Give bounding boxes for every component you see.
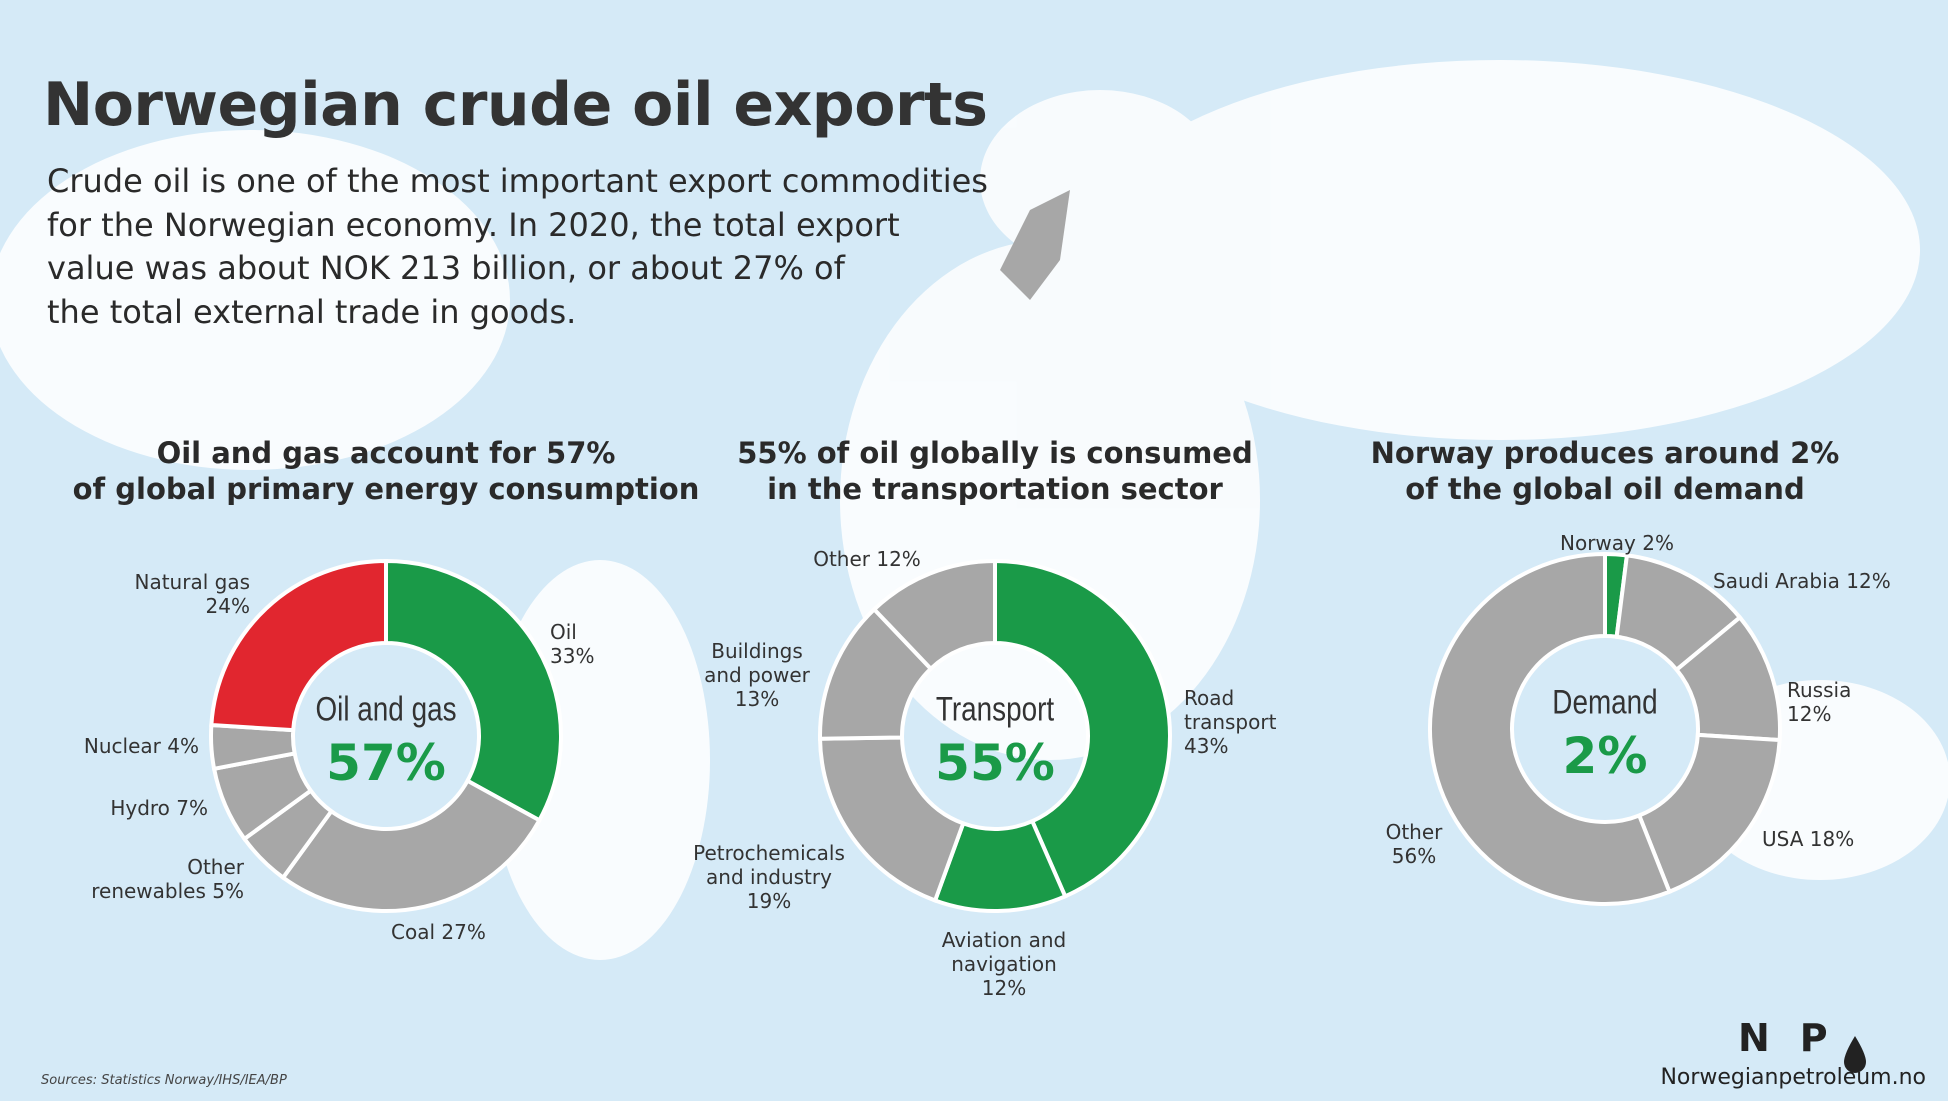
segment-value: 13% xyxy=(734,687,780,711)
segment-name: Nuclear xyxy=(83,734,161,758)
donut-segment xyxy=(209,558,388,733)
segment-value: 4% xyxy=(167,734,199,758)
center-label: Demand xyxy=(1552,683,1658,722)
segment-label: Russia 12% xyxy=(1787,678,1851,726)
chart-title: of the global oil demand xyxy=(1405,472,1805,506)
segment-value: 33% xyxy=(550,644,595,668)
segment-value: 2% xyxy=(1642,531,1674,555)
segment-name: Aviation and navigation xyxy=(941,928,1067,976)
segment-label: Aviation and navigation 12% xyxy=(939,928,1069,1000)
segment-name: Oil xyxy=(550,620,577,644)
segment-name: Road transport xyxy=(1184,686,1277,734)
donut-segment xyxy=(280,778,543,913)
segment-name: Other renewables xyxy=(91,855,244,903)
segment-label: USA 18% xyxy=(1762,827,1854,851)
segment-value: 12% xyxy=(981,976,1027,1000)
center-label: Oil and gas xyxy=(315,690,457,729)
segment-label: Oil 33% xyxy=(550,620,610,668)
donut-segment xyxy=(384,558,563,824)
segment-label: Other 12% xyxy=(813,547,921,571)
segment-name: USA xyxy=(1762,827,1804,851)
segment-name: Norway xyxy=(1560,531,1636,555)
segment-name: Hydro xyxy=(110,796,170,820)
segment-value: 12% xyxy=(876,547,921,571)
segment-label: Petrochemicals and industry 19% xyxy=(684,841,854,913)
segment-label: Coal 27% xyxy=(391,920,486,944)
logo: NP xyxy=(1738,1016,1858,1060)
segment-label: Other 56% xyxy=(1386,820,1443,868)
intro-line: Crude oil is one of the most important e… xyxy=(47,162,988,200)
norway-highlight xyxy=(1000,190,1070,300)
segment-label: Natural gas 24% xyxy=(120,570,251,618)
chart-title: in the transportation sector xyxy=(767,472,1223,506)
intro-line: value was about NOK 213 billion, or abou… xyxy=(47,249,845,287)
segment-value: 24% xyxy=(205,594,250,618)
intro-line: for the Norwegian economy. In 2020, the … xyxy=(47,206,900,244)
segment-value: 18% xyxy=(1809,827,1855,851)
chart-title: Norway produces around 2% xyxy=(1370,436,1840,470)
chart-title: 55% of oil globally is consumed xyxy=(737,436,1253,470)
segment-value: 43% xyxy=(1184,734,1229,758)
center-value: 57% xyxy=(326,734,446,792)
segment-label: Buildings and power 13% xyxy=(697,639,817,711)
segment-name: Other xyxy=(1385,820,1443,844)
intro-line: the total external trade in goods. xyxy=(47,293,577,331)
segment-name: Coal xyxy=(391,920,436,944)
donut-segment xyxy=(871,558,997,672)
segment-name: Natural gas xyxy=(134,570,251,594)
donut-segment xyxy=(1427,551,1673,906)
center-label: Transport xyxy=(935,690,1055,729)
segment-value: 7% xyxy=(176,796,208,820)
donut-segment xyxy=(993,558,1172,899)
website: Norwegianpetroleum.no xyxy=(1660,1065,1926,1090)
page-title: Norwegian crude oil exports xyxy=(43,70,988,140)
donut-segment xyxy=(817,735,966,904)
segment-value: 19% xyxy=(746,889,792,913)
segment-label: Norway 2% xyxy=(1560,531,1674,555)
segment-name: Russia xyxy=(1787,678,1852,702)
segment-label: Other renewables 5% xyxy=(79,855,244,903)
segment-value: 12% xyxy=(1787,702,1832,726)
segment-name: Other xyxy=(813,547,870,571)
segment-label: Road transport 43% xyxy=(1184,686,1284,758)
center-value: 2% xyxy=(1562,727,1648,785)
sources: Sources: Statistics Norway/IHS/IEA/BP xyxy=(41,1073,287,1088)
segment-name: Buildings and power xyxy=(704,639,810,687)
logo-drop xyxy=(1844,1036,1866,1073)
segment-label: Saudi Arabia 12% xyxy=(1713,569,1891,593)
segment-value: 5% xyxy=(212,879,244,903)
segment-value: 56% xyxy=(1391,844,1437,868)
segment-label: Nuclear 4% xyxy=(84,734,199,758)
segment-label: Hydro 7% xyxy=(110,796,208,820)
chart-title: of global primary energy consumption xyxy=(72,472,700,506)
segment-name: Saudi Arabia xyxy=(1713,569,1840,593)
segment-value: 27% xyxy=(441,920,486,944)
segment-name: Petrochemicals and industry xyxy=(693,841,845,889)
chart-title: Oil and gas account for 57% xyxy=(156,436,616,470)
center-value: 55% xyxy=(935,734,1055,792)
segment-value: 12% xyxy=(1846,569,1891,593)
